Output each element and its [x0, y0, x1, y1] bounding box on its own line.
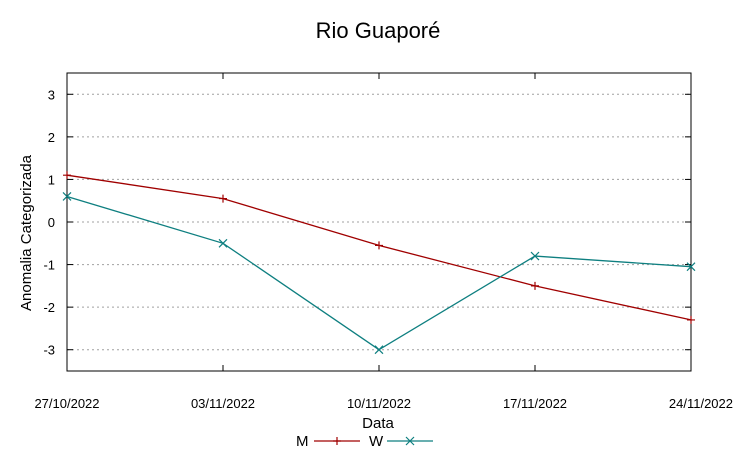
y-tick-label: 2 [48, 130, 55, 145]
series-layer [62, 171, 696, 355]
y-tick-label: 0 [48, 215, 55, 230]
y-tick-label: 1 [48, 172, 55, 187]
y-axis-ticks: -3 -2 -1 0 1 2 3 [43, 87, 691, 358]
y-tick-label: 3 [48, 87, 55, 102]
series-m-point [375, 241, 383, 250]
legend-marker-m [333, 437, 341, 445]
series-w-point [62, 192, 72, 201]
series-m-point [687, 315, 695, 324]
series-m-point [531, 281, 539, 290]
series-m-point [63, 171, 71, 180]
x-axis-label: Data [362, 415, 394, 432]
x-tick-label: 10/11/2022 [347, 396, 411, 411]
x-tick-label: 24/11/2022 [669, 396, 733, 411]
chart-title: Rio Guaporé [316, 18, 441, 43]
y-tick-label: -3 [43, 343, 55, 358]
x-axis-ticks: 27/10/2022 03/11/2022 10/11/2022 17/11/2022… [34, 73, 733, 411]
legend-label-w: W [369, 433, 384, 450]
series-m-point [219, 194, 227, 203]
y-tick-label: -2 [43, 300, 55, 315]
series-w-point [686, 262, 696, 272]
x-tick-label: 17/11/2022 [503, 396, 567, 411]
legend-label-m: M [296, 433, 309, 450]
y-axis-label: Anomalia Categorizada [18, 154, 35, 311]
series-w-line [66, 195, 692, 351]
x-tick-label: 27/10/2022 [34, 396, 99, 411]
grid-lines [67, 93, 691, 351]
legend-marker-w [405, 436, 415, 446]
series-w-point [374, 345, 384, 355]
series-w-point [218, 238, 228, 248]
y-tick-label: -1 [43, 258, 55, 273]
series-w-point [530, 251, 540, 261]
x-tick-label: 03/11/2022 [191, 396, 255, 411]
